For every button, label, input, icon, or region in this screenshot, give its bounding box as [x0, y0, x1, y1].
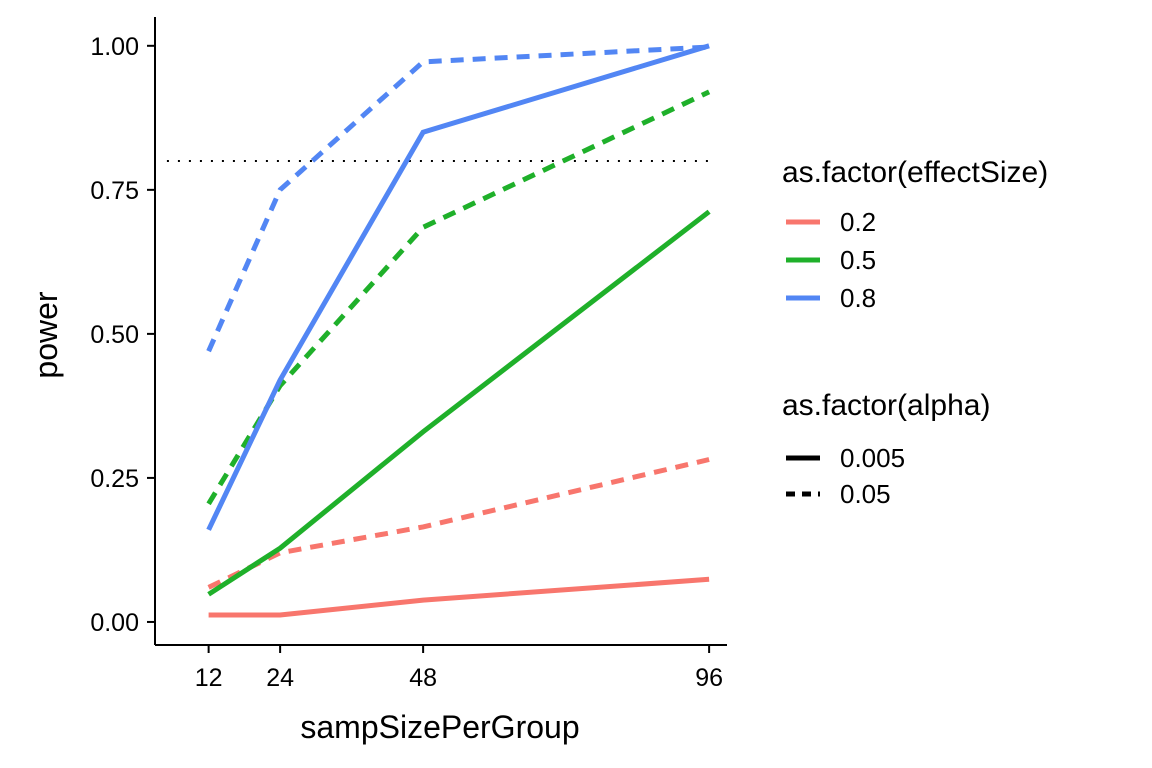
legend-label-effect-0.2: 0.2	[840, 207, 876, 237]
y-axis-ticks: 0.00 0.25 0.50 0.75 1.00	[90, 33, 155, 637]
y-tick-label: 0.75	[90, 177, 139, 205]
series-line-effect-0.5-alpha-0.05	[206, 89, 711, 506]
legend: as.factor(effectSize) 0.2 0.5 0.8 as.facto…	[782, 156, 1048, 509]
x-axis-ticks: 12 24 48 96	[195, 645, 723, 692]
y-tick-label: 0.00	[90, 609, 139, 637]
series-line-effect-0.2-alpha-0.005	[208, 576, 710, 618]
series-layer	[206, 43, 711, 618]
series-line-effect-0.8-alpha-0.05	[206, 44, 710, 353]
x-axis-title: sampSizePerGroup	[300, 709, 579, 745]
plot-area: 0.00 0.25 0.50 0.75 1.00 12 24 48 96	[90, 17, 727, 692]
y-tick-label: 1.00	[90, 33, 139, 61]
legend-label-effect-0.8: 0.8	[840, 283, 876, 313]
legend-effect-size-items: 0.2 0.5 0.8	[786, 207, 876, 313]
series-line-effect-0.5-alpha-0.005	[207, 209, 711, 597]
series-line-effect-0.8-alpha-0.005	[206, 43, 710, 531]
y-tick-label: 0.25	[90, 465, 139, 493]
legend-title-alpha: as.factor(alpha)	[782, 389, 990, 422]
legend-label-effect-0.5: 0.5	[840, 245, 876, 275]
legend-title-effect-size: as.factor(effectSize)	[782, 156, 1048, 189]
y-tick-label: 0.50	[90, 321, 139, 349]
y-axis-title: power	[28, 291, 64, 379]
legend-label-alpha-0.05: 0.05	[840, 479, 891, 509]
x-tick-label: 12	[195, 664, 223, 692]
x-tick-label: 24	[266, 664, 294, 692]
series-line-effect-0.2-alpha-0.05	[207, 457, 710, 590]
legend-label-alpha-0.005: 0.005	[840, 443, 905, 473]
x-tick-label: 96	[695, 664, 723, 692]
x-tick-label: 48	[409, 664, 437, 692]
legend-alpha-items: 0.005 0.05	[786, 443, 905, 509]
